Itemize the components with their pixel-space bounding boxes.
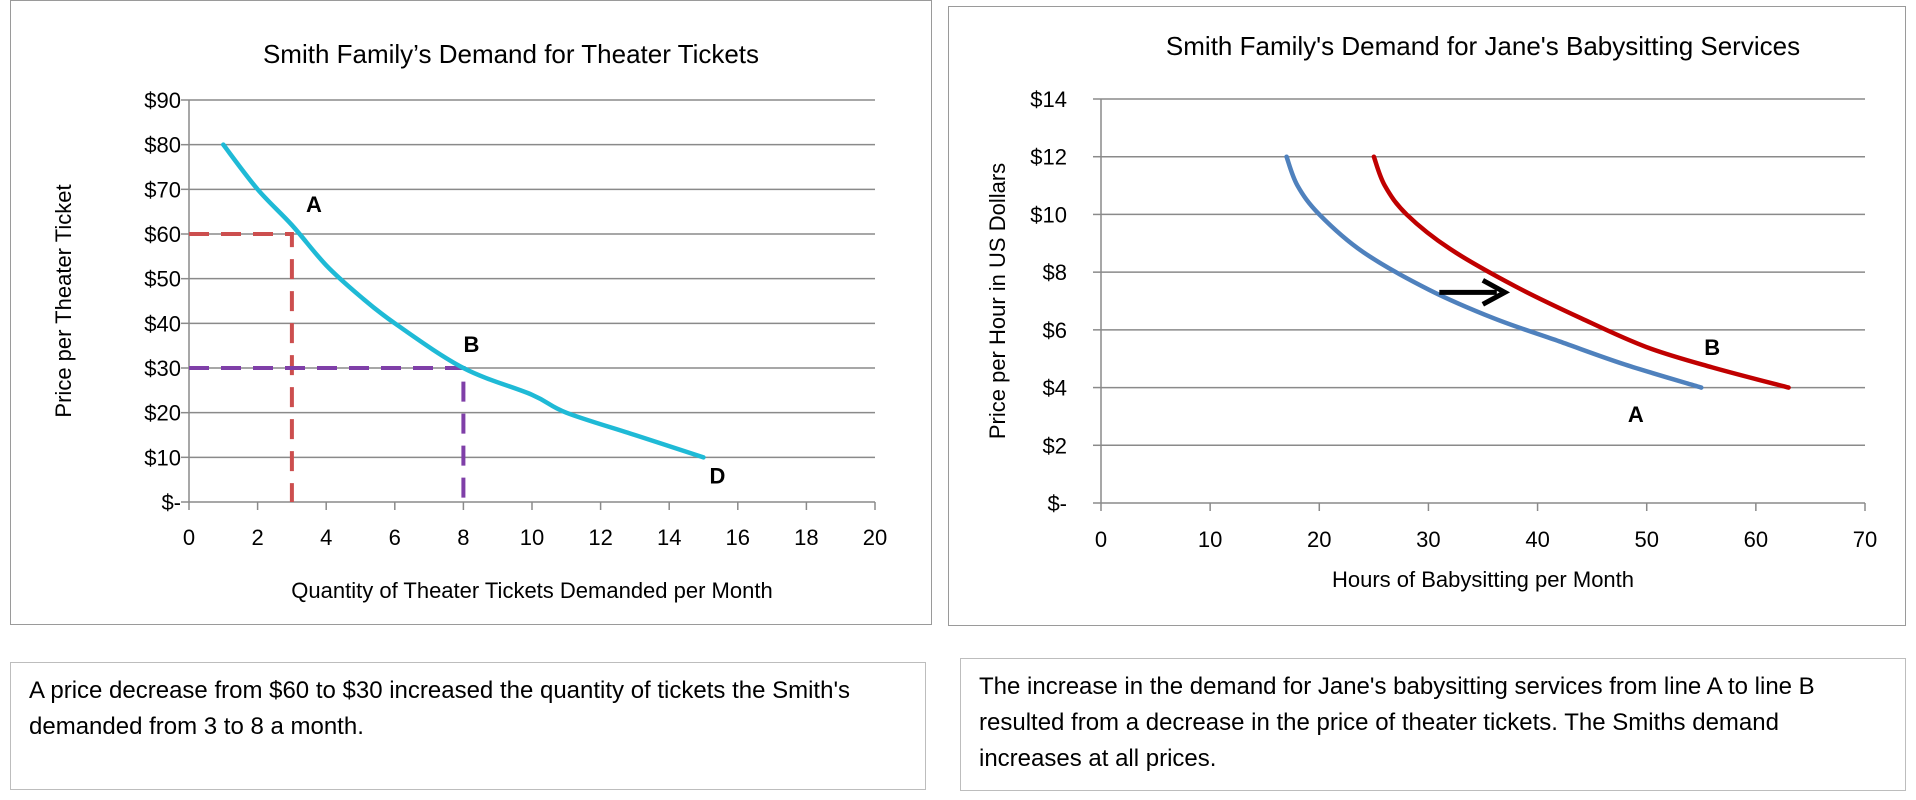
y-tick-label: $30 — [144, 356, 181, 381]
demand-curve-a — [1284, 154, 1704, 390]
theater-demand-chart-panel: Smith Family’s Demand for Theater Ticket… — [10, 0, 932, 625]
x-tick-label: 16 — [726, 525, 750, 550]
y-axis-title: Price per Theater Ticket — [51, 184, 76, 417]
x-tick-label: 0 — [183, 525, 195, 550]
x-tick-label: 20 — [863, 525, 887, 550]
x-tick-label: 14 — [657, 525, 681, 550]
x-tick-label: 10 — [520, 525, 544, 550]
chart-title: Smith Family’s Demand for Theater Ticket… — [263, 39, 759, 69]
reference-dashed-line — [189, 232, 294, 502]
theater-demand-chart: Smith Family’s Demand for Theater Ticket… — [51, 39, 887, 603]
point-label-a: A — [306, 192, 322, 217]
y-tick-label: $6 — [1043, 318, 1067, 343]
x-tick-label: 20 — [1307, 527, 1331, 552]
x-tick-label: 8 — [457, 525, 469, 550]
x-tick-label: 6 — [389, 525, 401, 550]
x-tick-label: 50 — [1634, 527, 1658, 552]
left-caption-box: A price decrease from $60 to $30 increas… — [10, 662, 926, 790]
demand-curve-b — [1371, 154, 1791, 390]
y-axis-title: Price per Hour in US Dollars — [985, 163, 1010, 439]
x-axis-title: Quantity of Theater Tickets Demanded per… — [291, 578, 772, 603]
left-caption-text: A price decrease from $60 to $30 increas… — [29, 677, 851, 740]
x-tick-label: 40 — [1525, 527, 1549, 552]
right-caption-box: The increase in the demand for Jane's ba… — [960, 658, 1906, 791]
y-tick-label: $50 — [144, 267, 181, 292]
x-tick-label: 4 — [320, 525, 332, 550]
chart-title: Smith Family's Demand for Jane's Babysit… — [1166, 31, 1800, 61]
x-tick-label: 12 — [588, 525, 612, 550]
point-label-b: B — [463, 332, 479, 357]
y-tick-label: $20 — [144, 401, 181, 426]
x-tick-label: 60 — [1744, 527, 1768, 552]
x-tick-label: 10 — [1198, 527, 1222, 552]
y-tick-label: $2 — [1043, 433, 1067, 458]
y-tick-label: $4 — [1043, 376, 1067, 401]
x-tick-label: 30 — [1416, 527, 1440, 552]
demand-curve-0 — [221, 142, 706, 460]
y-tick-label: $8 — [1043, 260, 1067, 285]
x-axis-title: Hours of Babysitting per Month — [1332, 567, 1634, 592]
y-tick-label: $90 — [144, 88, 181, 113]
right-caption-text: The increase in the demand for Jane's ba… — [979, 673, 1815, 772]
y-tick-label: $- — [161, 490, 181, 515]
x-tick-label: 18 — [794, 525, 818, 550]
point-label-b: B — [1704, 335, 1720, 360]
reference-dashed-line — [189, 366, 466, 502]
x-tick-label: 2 — [251, 525, 263, 550]
point-label-d: D — [710, 463, 726, 488]
babysitting-demand-chart-panel: Smith Family's Demand for Jane's Babysit… — [948, 6, 1906, 626]
y-tick-label: $70 — [144, 177, 181, 202]
y-tick-label: $60 — [144, 222, 181, 247]
x-tick-label: 70 — [1853, 527, 1877, 552]
y-tick-label: $12 — [1030, 145, 1067, 170]
babysitting-demand-chart: Smith Family's Demand for Jane's Babysit… — [985, 31, 1877, 592]
shift-arrow-head — [1481, 278, 1511, 307]
y-tick-label: $- — [1047, 491, 1067, 516]
y-tick-label: $10 — [1030, 202, 1067, 227]
point-label-a: A — [1628, 402, 1644, 427]
y-tick-label: $40 — [144, 311, 181, 336]
x-tick-label: 0 — [1095, 527, 1107, 552]
y-tick-label: $80 — [144, 133, 181, 158]
y-tick-label: $14 — [1030, 87, 1067, 112]
y-tick-label: $10 — [144, 445, 181, 470]
